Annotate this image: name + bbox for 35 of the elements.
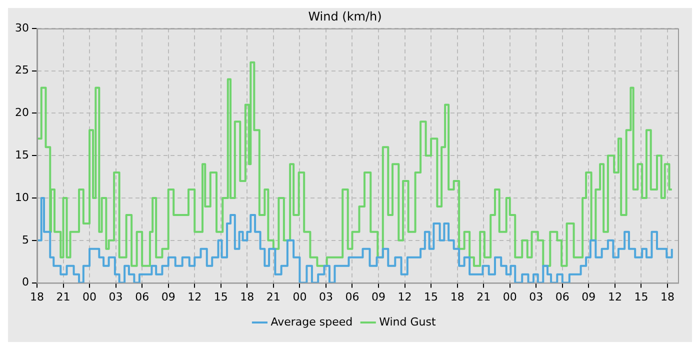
y-tick-label: 25	[14, 64, 29, 77]
x-tick-label: 12	[398, 290, 412, 304]
x-tick-label: 06	[135, 290, 150, 304]
x-tick-label: 09	[372, 290, 386, 304]
x-tick-label: 00	[292, 290, 307, 304]
x-tick-label: 21	[476, 290, 491, 304]
chart-title: Wind (km/h)	[308, 9, 382, 24]
x-tick-label: 00	[82, 290, 97, 304]
x-tick-label: 18	[660, 290, 674, 304]
x-tick-label: 00	[502, 290, 517, 304]
x-tick-label: 15	[424, 290, 438, 304]
x-tick-label: 21	[266, 290, 280, 304]
legend-label: Average speed	[270, 315, 353, 328]
x-tick-label: 12	[188, 290, 202, 304]
x-tick-label: 03	[318, 290, 333, 304]
legend-label: Wind Gust	[379, 315, 436, 328]
x-tick-label: 03	[108, 290, 123, 304]
y-tick-label: 15	[14, 148, 29, 162]
y-tick-label: 30	[14, 21, 29, 34]
x-tick-label: 09	[582, 290, 596, 304]
x-tick-label: 12	[608, 290, 622, 304]
x-tick-label: 06	[345, 290, 360, 304]
x-tick-label: 21	[56, 290, 70, 304]
x-tick-label: 15	[214, 290, 228, 304]
x-tick-label: 03	[529, 290, 544, 304]
x-tick-label: 06	[555, 290, 570, 304]
x-tick-label: 18	[240, 290, 254, 304]
x-tick-label: 18	[30, 290, 44, 304]
x-tick-label: 15	[634, 290, 648, 304]
y-tick-label: 10	[14, 190, 29, 204]
x-tick-label: 09	[161, 290, 176, 304]
y-tick-label: 0	[22, 276, 29, 289]
y-tick-label: 5	[22, 233, 29, 246]
y-tick-label: 20	[14, 106, 29, 120]
x-tick-label: 18	[450, 290, 464, 304]
